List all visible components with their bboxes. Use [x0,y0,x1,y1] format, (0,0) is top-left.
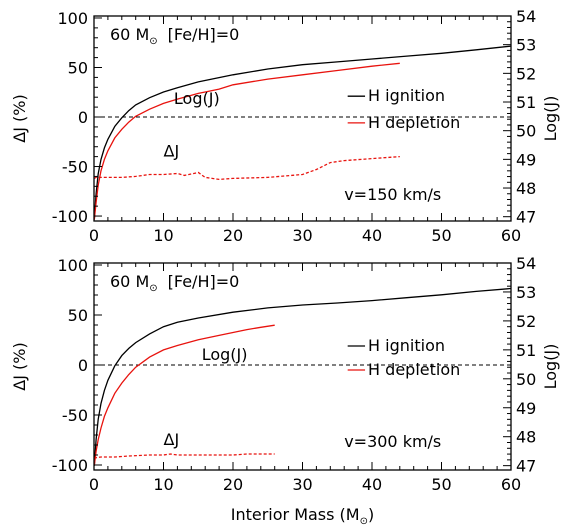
y2-axis-label: Log(J) [541,96,560,142]
y2-tick-label: 48 [516,428,536,447]
x-tick-label: 10 [153,226,173,245]
y-tick-label: -100 [52,207,88,226]
y2-tick-label: 50 [516,122,536,141]
y2-tick-label: 54 [516,254,536,273]
legend-label: H depletion [368,113,460,132]
x-tick-label: 20 [223,475,243,494]
series-line-h-ignition [93,45,512,220]
x-tick-label: 0 [89,226,99,245]
delta-j-annotation: ΔJ [164,142,180,161]
x-tick-label: 30 [292,226,312,245]
y2-tick-label: 51 [516,93,536,112]
y2-tick-label: 53 [516,283,536,302]
y-tick-label: 100 [57,9,88,28]
panel-title: 60 M⊙ [Fe/H]=0 [110,272,239,294]
y-tick-label: 50 [68,306,88,325]
y2-tick-label: 54 [516,7,536,26]
y2-axis-label: Log(J) [541,344,560,390]
x-tick-label: 50 [431,475,451,494]
top-panel: 0 10 20 30 40 50 60 -100 -50 0 50 100 47 48 49 50 51 52 53… [10,7,560,245]
x-tick-label: 40 [362,226,382,245]
x-tick-label: 40 [362,475,382,494]
y-tick-label: 100 [57,256,88,275]
x-tick-label: 30 [292,475,312,494]
velocity-annotation: v=300 km/s [344,432,441,451]
x-tick-label: 10 [153,475,173,494]
y-tick-label: -50 [62,406,88,425]
y-tick-label: 0 [78,356,88,375]
y2-tick-label: 48 [516,179,536,198]
x-tick-label: 60 [501,475,521,494]
series-line-delta-j [93,155,400,181]
delta-j-annotation: ΔJ [164,430,180,449]
y2-tick-label: 52 [516,64,536,83]
x-tick-label: 0 [89,475,99,494]
series-line-delta-j [93,453,275,459]
x-tick-label: 20 [223,226,243,245]
x-tick-label: 50 [431,226,451,245]
logj-annotation: Log(J) [202,345,248,364]
series-line-h-ignition [93,287,512,466]
series-line-h-depletion [93,324,275,466]
y2-tick-label: 52 [516,312,536,331]
logj-annotation: Log(J) [174,89,220,108]
y2-tick-label: 49 [516,150,536,169]
legend-label: H ignition [368,86,445,105]
legend-label: H ignition [368,336,445,355]
y-axis-label: ΔJ (%) [10,94,29,142]
y2-tick-label: 50 [516,370,536,389]
bottom-panel: 0 10 20 30 40 50 60 -100 -50 0 50 100 47 48 49 50 51 52 53… [10,254,560,527]
legend-label: H depletion [368,360,460,379]
velocity-annotation: v=150 km/s [344,185,441,204]
y-tick-label: 50 [68,58,88,77]
panel-title: 60 M⊙ [Fe/H]=0 [110,25,239,47]
y2-tick-label: 47 [516,208,536,227]
y-tick-label: -50 [62,158,88,177]
y2-tick-label: 47 [516,457,536,476]
y-axis-label: ΔJ (%) [10,342,29,390]
y2-tick-label: 49 [516,399,536,418]
series-line-h-depletion [93,62,400,220]
y-tick-label: 0 [78,108,88,127]
x-tick-label: 60 [501,226,521,245]
x-axis-label: Interior Mass (M⊙) [231,505,375,527]
y2-tick-label: 53 [516,36,536,55]
y-tick-label: -100 [52,456,88,475]
y2-tick-label: 51 [516,341,536,360]
